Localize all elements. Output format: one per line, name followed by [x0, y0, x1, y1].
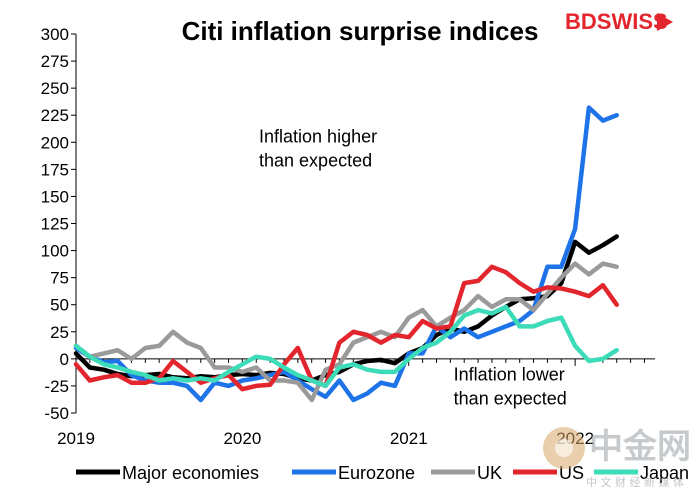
series-line-us: [73, 264, 619, 392]
legend-label-eurozone: Eurozone: [338, 463, 415, 483]
series-line-eurozone: [73, 105, 619, 403]
series-line-japan: [73, 304, 619, 389]
annotation-1-line-0: Inflation lower: [454, 365, 565, 385]
y-tick-label: 150: [41, 187, 69, 206]
y-tick-label: 175: [41, 160, 69, 179]
axes: [75, 34, 655, 413]
watermark: 中金网 中 文 财 经 新 媒 体: [543, 427, 691, 489]
annotation-0-line-1: than expected: [259, 150, 372, 170]
y-tick-label: -50: [44, 404, 69, 423]
annotation-1-line-1: than expected: [454, 389, 567, 409]
y-tick-label: 50: [50, 296, 69, 315]
y-tick-label: 250: [41, 79, 69, 98]
x-axis-ticks: 2019202020212022: [57, 358, 645, 448]
y-tick-label: 0: [60, 350, 69, 369]
annotation-0-line-0: Inflation higher: [259, 126, 377, 146]
y-tick-label: 100: [41, 242, 69, 261]
watermark-sub-text: 中 文 财 经 新 媒 体: [586, 475, 684, 489]
series-layer: [73, 105, 619, 403]
x-tick-label: 2020: [223, 429, 261, 448]
watermark-main-text: 中金网: [589, 427, 691, 467]
y-tick-label: 75: [50, 269, 69, 288]
chart-title: Citi inflation surprise indices: [182, 16, 539, 46]
y-tick-label: 200: [41, 133, 69, 152]
y-tick-label: 275: [41, 52, 69, 71]
y-tick-label: 125: [41, 215, 69, 234]
legend-label-major-economies: Major economies: [122, 463, 259, 483]
y-tick-label: 300: [41, 25, 69, 44]
series-line-uk: [73, 261, 619, 403]
annotations: Inflation higher than expected Inflation l…: [259, 126, 567, 408]
brand-logo: BDSWISS: [565, 9, 673, 34]
legend-label-japan: Japan: [640, 463, 689, 483]
y-tick-label: 25: [50, 323, 69, 342]
brand-logo-text: BDSWISS: [565, 9, 668, 34]
y-tick-label: 225: [41, 106, 69, 125]
x-tick-label: 2021: [390, 429, 428, 448]
brand-logo-arrow-icon: [657, 13, 673, 31]
x-tick-label: 2019: [57, 429, 95, 448]
watermark-coin-inner-icon: [555, 439, 573, 457]
y-tick-label: -25: [44, 377, 69, 396]
legend: Major economies Eurozone UK US Japan: [76, 463, 689, 483]
legend-label-uk: UK: [477, 463, 502, 483]
